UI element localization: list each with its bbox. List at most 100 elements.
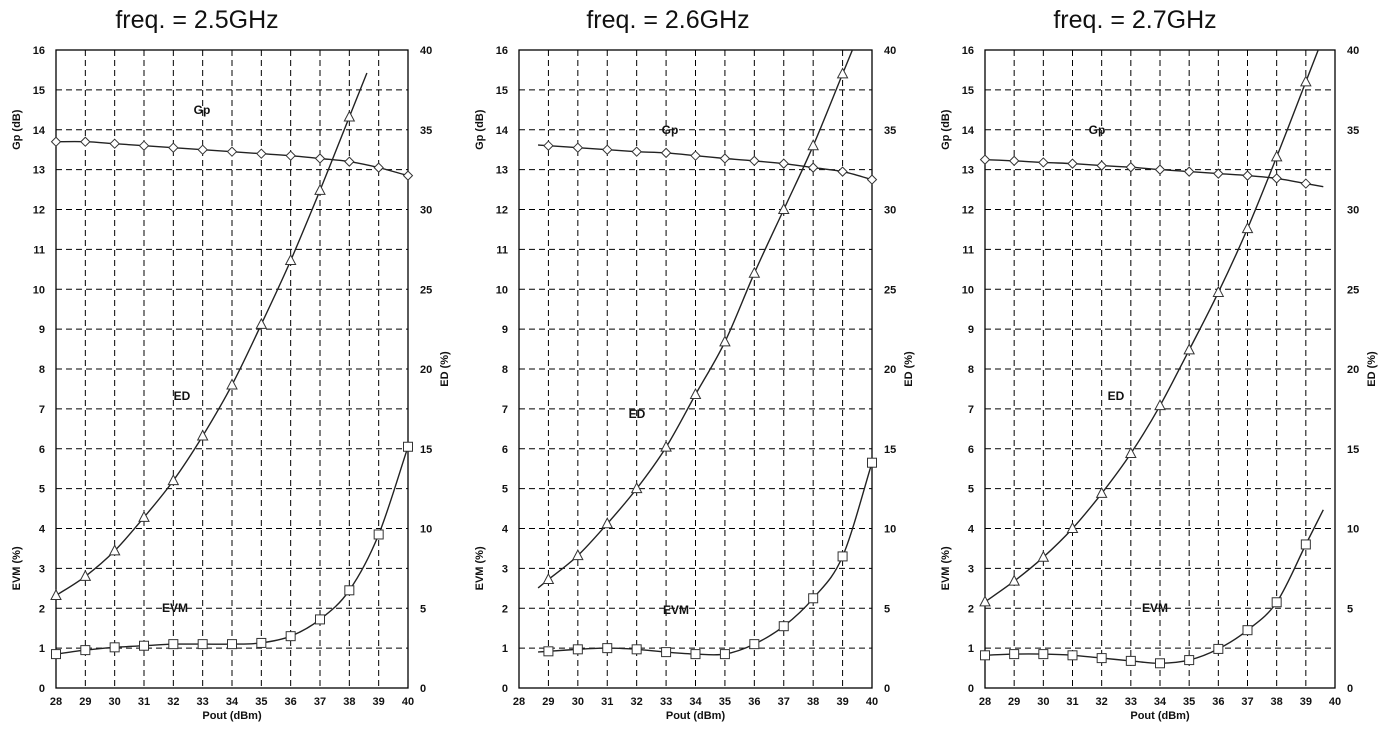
chart-title: freq. = 2.5GHz bbox=[115, 6, 278, 34]
y-left-tick-label: 16 bbox=[962, 45, 974, 57]
marker-square bbox=[981, 651, 990, 660]
marker-square bbox=[544, 647, 553, 656]
y-left-tick-label: 3 bbox=[502, 563, 508, 575]
marker-triangle bbox=[720, 336, 730, 346]
marker-diamond bbox=[316, 154, 325, 163]
x-tick-label: 38 bbox=[343, 696, 355, 708]
marker-square bbox=[110, 643, 119, 652]
y-left-tick-label: 9 bbox=[502, 324, 508, 336]
y-left-tick-label: 13 bbox=[33, 165, 45, 177]
marker-triangle bbox=[691, 389, 701, 399]
marker-diamond bbox=[1301, 179, 1310, 188]
annotation-ed: ED bbox=[1108, 389, 1125, 403]
x-tick-label: 34 bbox=[689, 696, 702, 708]
x-tick-label: 29 bbox=[1008, 696, 1020, 708]
x-tick-label: 30 bbox=[109, 696, 121, 708]
series-line-evm bbox=[975, 510, 1324, 664]
x-tick-label: 36 bbox=[1212, 696, 1224, 708]
y-right-tick-label: 25 bbox=[420, 284, 432, 296]
marker-square bbox=[345, 586, 354, 595]
marker-triangle bbox=[227, 379, 237, 389]
y-right-tick-label: 40 bbox=[420, 45, 432, 57]
marker-diamond bbox=[1185, 167, 1194, 176]
marker-square bbox=[573, 645, 582, 654]
y-left-tick-label: 6 bbox=[968, 444, 974, 456]
marker-diamond bbox=[603, 145, 612, 154]
marker-square bbox=[1272, 598, 1281, 607]
marker-triangle bbox=[1213, 287, 1223, 297]
marker-square bbox=[1301, 540, 1310, 549]
series-line-ed bbox=[538, 31, 860, 588]
marker-square bbox=[404, 442, 413, 451]
marker-diamond bbox=[868, 175, 877, 184]
marker-square bbox=[1214, 644, 1223, 653]
marker-square bbox=[316, 615, 325, 624]
marker-square bbox=[257, 638, 266, 647]
y-right-tick-label: 25 bbox=[884, 284, 896, 296]
marker-square bbox=[662, 648, 671, 657]
x-tick-label: 34 bbox=[1154, 696, 1167, 708]
marker-triangle bbox=[198, 430, 208, 440]
y-left-tick-label: 16 bbox=[33, 45, 45, 57]
y-left-tick-label: 4 bbox=[968, 524, 975, 536]
marker-diamond bbox=[110, 139, 119, 148]
marker-diamond bbox=[544, 141, 553, 150]
marker-square bbox=[1010, 650, 1019, 659]
marker-square bbox=[1039, 650, 1048, 659]
marker-diamond bbox=[573, 143, 582, 152]
x-tick-label: 36 bbox=[748, 696, 760, 708]
y-right-tick-label: 35 bbox=[884, 125, 896, 137]
y-left-tick-label: 14 bbox=[962, 125, 975, 137]
annotation-ed: ED bbox=[629, 407, 646, 421]
marker-diamond bbox=[691, 151, 700, 160]
x-tick-label: 32 bbox=[167, 696, 179, 708]
marker-triangle bbox=[749, 268, 759, 278]
y-left-tick-label: 15 bbox=[496, 85, 508, 97]
y-right-tick-label: 5 bbox=[420, 603, 426, 615]
y-left-tick-label: 16 bbox=[496, 45, 508, 57]
marker-triangle bbox=[779, 204, 789, 214]
marker-diamond bbox=[374, 163, 383, 172]
marker-diamond bbox=[1068, 159, 1077, 168]
marker-triangle bbox=[80, 571, 90, 581]
grid bbox=[56, 50, 408, 688]
y-left-tick-label: 15 bbox=[962, 85, 974, 97]
y-right-tick-label: 30 bbox=[1347, 205, 1359, 217]
marker-diamond bbox=[1039, 158, 1048, 167]
marker-triangle bbox=[256, 319, 266, 329]
y-left-tick-label: 7 bbox=[502, 404, 508, 416]
x-tick-label: 33 bbox=[1125, 696, 1137, 708]
series-line-gp bbox=[538, 145, 890, 184]
chart-title: freq. = 2.7GHz bbox=[1053, 6, 1216, 34]
x-tick-label: 34 bbox=[226, 696, 239, 708]
y-left-tick-label: 11 bbox=[33, 244, 45, 256]
marker-diamond bbox=[1010, 156, 1019, 165]
marker-diamond bbox=[81, 137, 90, 146]
y-left-axis-label-evm: EVM (%) bbox=[11, 546, 23, 590]
marker-triangle bbox=[808, 140, 818, 150]
x-tick-label: 36 bbox=[285, 696, 297, 708]
marker-diamond bbox=[1243, 171, 1252, 180]
marker-diamond bbox=[750, 156, 759, 165]
y-left-tick-label: 6 bbox=[39, 444, 45, 456]
marker-square bbox=[52, 650, 61, 659]
y-left-tick-label: 9 bbox=[968, 324, 974, 336]
marker-diamond bbox=[632, 147, 641, 156]
y-left-tick-label: 5 bbox=[968, 484, 974, 496]
marker-triangle bbox=[1301, 76, 1311, 86]
x-tick-label: 35 bbox=[1183, 696, 1195, 708]
y-left-axis-label-evm: EVM (%) bbox=[940, 546, 952, 590]
y-right-tick-label: 15 bbox=[420, 444, 432, 456]
marker-diamond bbox=[838, 167, 847, 176]
y-left-tick-label: 6 bbox=[502, 444, 508, 456]
y-left-tick-label: 4 bbox=[39, 524, 46, 536]
y-right-tick-label: 0 bbox=[884, 683, 890, 695]
annotation-gp: Gp bbox=[662, 123, 679, 137]
marker-triangle bbox=[286, 255, 296, 265]
marker-diamond bbox=[720, 154, 729, 163]
y-left-tick-label: 1 bbox=[502, 643, 508, 655]
marker-diamond bbox=[198, 145, 207, 154]
marker-triangle bbox=[1272, 151, 1282, 161]
